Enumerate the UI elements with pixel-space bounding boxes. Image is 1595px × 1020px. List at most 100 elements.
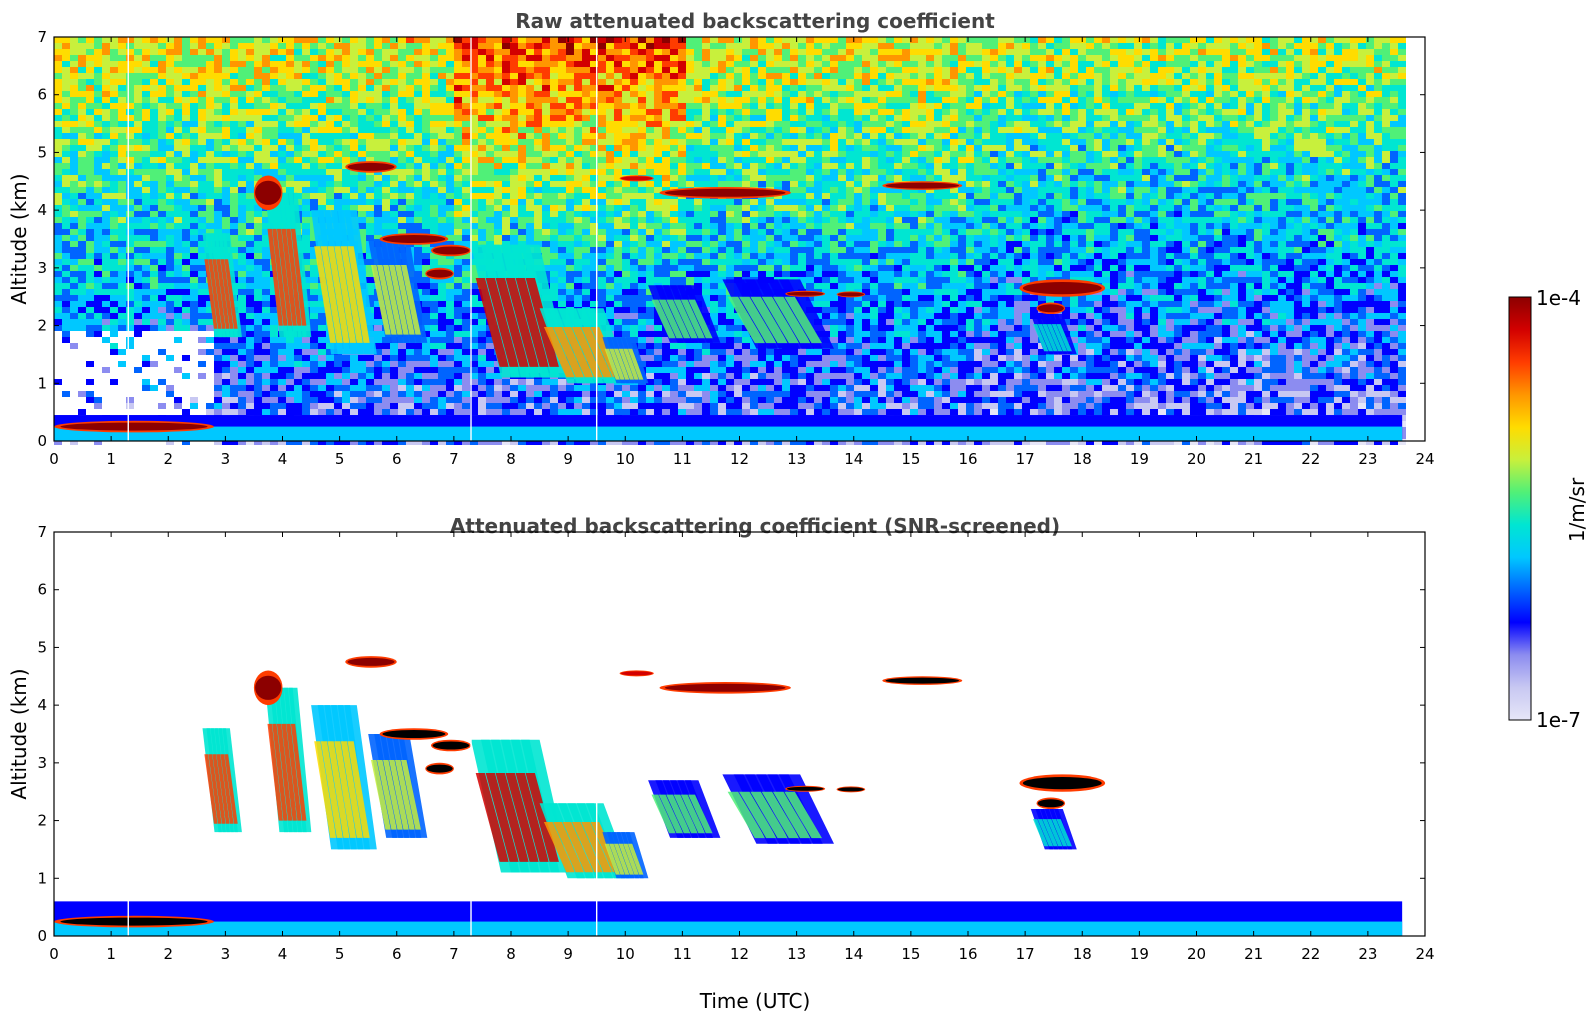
noise-cell <box>278 49 286 55</box>
noise-cell <box>550 133 558 139</box>
noise-cell <box>78 211 86 217</box>
noise-cell <box>526 133 534 139</box>
noise-cell <box>614 325 622 331</box>
noise-cell <box>654 115 662 121</box>
noise-cell <box>94 163 102 169</box>
noise-cell <box>150 55 158 61</box>
noise-cell <box>486 115 494 121</box>
noise-cell <box>150 319 158 325</box>
noise-cell <box>566 253 574 259</box>
noise-cell <box>430 157 438 163</box>
noise-cell <box>262 265 270 271</box>
noise-cell <box>518 133 526 139</box>
noise-cell <box>134 127 142 133</box>
noise-cell <box>110 175 118 181</box>
noise-cell <box>558 283 566 289</box>
noise-cell <box>126 85 134 91</box>
noise-cell <box>142 265 150 271</box>
noise-cell <box>462 277 470 283</box>
noise-cell <box>350 73 358 79</box>
noise-cell <box>662 379 670 385</box>
noise-cell <box>150 301 158 307</box>
noise-cell <box>254 61 262 67</box>
noise-cell <box>310 97 318 103</box>
noise-cell <box>486 43 494 49</box>
noise-cell <box>622 139 630 145</box>
noise-cell <box>286 97 294 103</box>
noise-cell <box>574 301 582 307</box>
noise-cell <box>350 373 358 379</box>
noise-cell <box>430 67 438 73</box>
noise-cell <box>398 163 406 169</box>
noise-cell <box>190 403 198 409</box>
noise-cell <box>670 199 678 205</box>
noise-cell <box>254 343 262 349</box>
noise-cell <box>302 91 310 97</box>
noise-cell <box>558 175 566 181</box>
noise-cell <box>494 373 502 379</box>
noise-cell <box>438 409 446 415</box>
noise-cell <box>454 49 462 55</box>
noise-cell <box>198 193 206 199</box>
noise-cell <box>430 115 438 121</box>
noise-cell <box>166 205 174 211</box>
noise-cell <box>670 67 678 73</box>
noise-cell <box>238 301 246 307</box>
noise-cell <box>70 229 78 235</box>
noise-cell <box>390 115 398 121</box>
noise-cell <box>414 403 422 409</box>
noise-cell <box>206 217 214 223</box>
noise-cell <box>654 193 662 199</box>
noise-cell <box>462 61 470 67</box>
noise-cell <box>278 373 286 379</box>
noise-cell <box>534 211 542 217</box>
noise-cell <box>86 283 94 289</box>
noise-cell <box>54 37 62 43</box>
noise-cell <box>222 187 230 193</box>
noise-cell <box>182 247 190 253</box>
noise-cell <box>654 385 662 391</box>
noise-cell <box>478 175 486 181</box>
noise-cell <box>414 343 422 349</box>
noise-cell <box>70 61 78 67</box>
noise-cell <box>214 79 222 85</box>
noise-cell <box>254 337 262 343</box>
noise-cell <box>262 355 270 361</box>
noise-cell <box>126 403 134 409</box>
noise-cell <box>502 205 510 211</box>
noise-cell <box>326 97 334 103</box>
noise-cell <box>270 319 278 325</box>
noise-cell <box>670 163 678 169</box>
noise-cell <box>598 229 606 235</box>
noise-cell <box>574 217 582 223</box>
noise-cell <box>382 181 390 187</box>
noise-cell <box>374 109 382 115</box>
noise-cell <box>350 397 358 403</box>
noise-cell <box>302 259 310 265</box>
noise-cell <box>54 289 62 295</box>
noise-cell <box>358 61 366 67</box>
noise-cell <box>278 133 286 139</box>
noise-cell <box>126 133 134 139</box>
noise-cell <box>454 355 462 361</box>
noise-cell <box>670 229 678 235</box>
noise-cell <box>270 145 278 151</box>
noise-cell <box>158 73 166 79</box>
noise-cell <box>246 337 254 343</box>
noise-cell <box>422 373 430 379</box>
noise-cell <box>206 61 214 67</box>
noise-cell <box>662 115 670 121</box>
noise-cell <box>358 193 366 199</box>
noise-cell <box>358 103 366 109</box>
noise-cell <box>542 121 550 127</box>
noise-cell <box>646 241 654 247</box>
noise-cell <box>246 403 254 409</box>
panel-raw-backscatter: Raw attenuated backscattering coefficien… <box>7 9 1435 468</box>
noise-cell <box>134 157 142 163</box>
noise-cell <box>670 49 678 55</box>
noise-cell <box>366 37 374 43</box>
noise-cell <box>254 97 262 103</box>
noise-cell <box>222 391 230 397</box>
noise-cell <box>174 241 182 247</box>
noise-cell <box>318 313 326 319</box>
